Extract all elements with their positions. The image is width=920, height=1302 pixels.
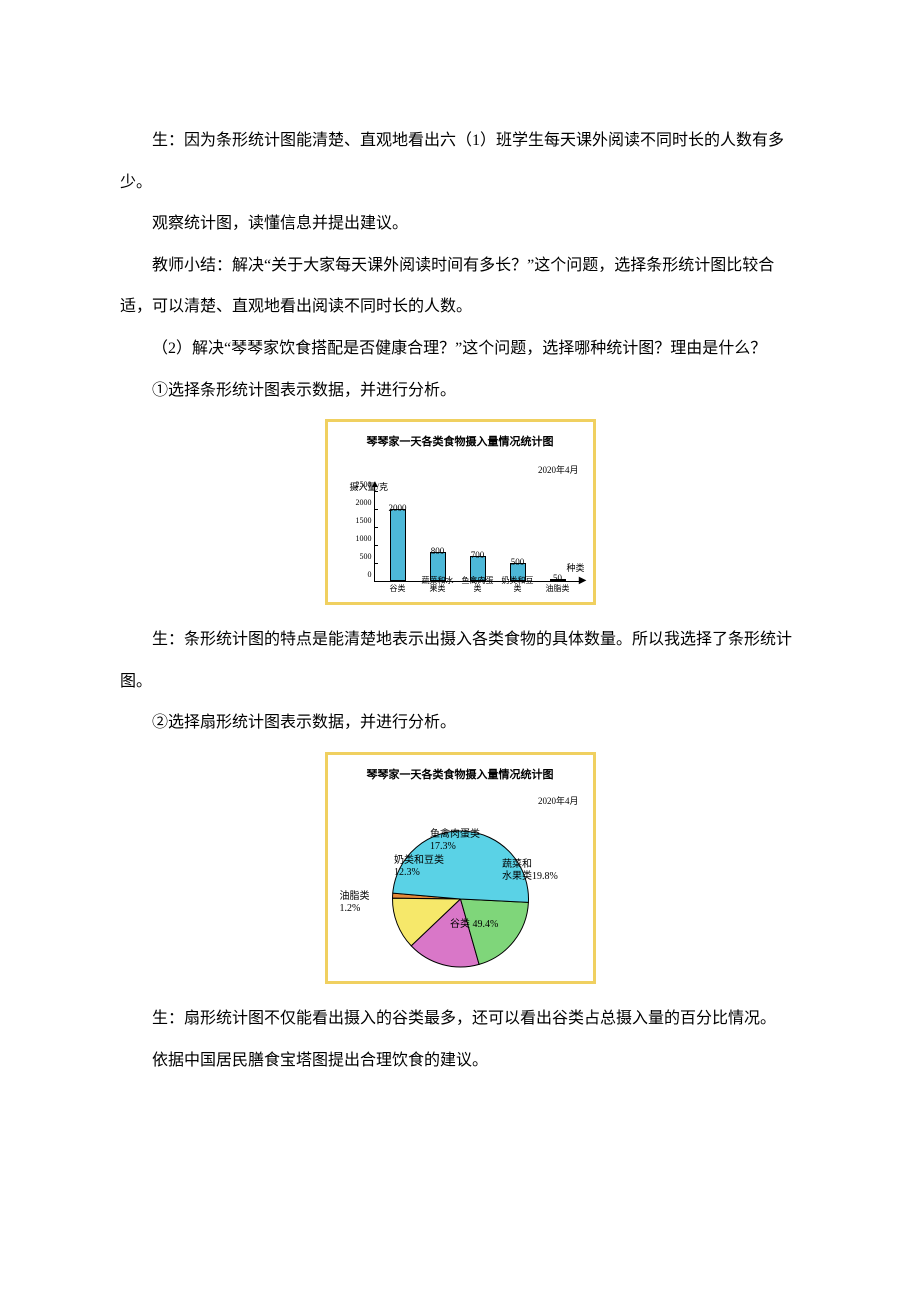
bar-value-label: 700 bbox=[464, 544, 492, 567]
bar-category-label: 鱼禽肉蛋类 bbox=[460, 577, 496, 595]
y-tick-label: 2500 bbox=[354, 475, 372, 496]
bar-chart-container: 琴琴家一天各类食物摄入量情况统计图 2020年4月 摄入量/克 ▲ ▶ 种类 0… bbox=[120, 419, 800, 605]
bar: 2000 bbox=[390, 509, 406, 581]
bar-category-label: 谷类 bbox=[380, 585, 416, 594]
bar-category-label: 油脂类 bbox=[540, 585, 576, 594]
paragraph: 依据中国居民膳食宝塔图提出合理饮食的建议。 bbox=[120, 1040, 800, 1082]
paragraph: 生：扇形统计图不仅能看出摄入的谷类最多，还可以看出谷类占总摄入量的百分比情况。 bbox=[120, 998, 800, 1040]
paragraph: ①选择条形统计图表示数据，并进行分析。 bbox=[120, 370, 800, 412]
bar-value-label: 500 bbox=[504, 551, 532, 574]
y-tick-label: 1000 bbox=[354, 529, 372, 550]
pie-chart-date: 2020年4月 bbox=[338, 790, 579, 813]
pie-chart-title: 琴琴家一天各类食物摄入量情况统计图 bbox=[338, 761, 583, 790]
y-tick-mark bbox=[374, 563, 378, 564]
bar-chart: 琴琴家一天各类食物摄入量情况统计图 2020年4月 摄入量/克 ▲ ▶ 种类 0… bbox=[325, 419, 596, 605]
y-tick-label: 2000 bbox=[354, 493, 372, 514]
pie-slice-label: 奶类和豆类12.3% bbox=[394, 855, 444, 879]
pie-chart-plot: 谷类 49.4% 蔬菜和水果类19.8% 鱼禽肉蛋类17.3%奶类和豆类12.3% 油… bbox=[338, 813, 583, 973]
y-tick-label: 1500 bbox=[354, 511, 372, 532]
bar-value-label: 2000 bbox=[384, 497, 412, 520]
y-tick-mark bbox=[374, 527, 378, 528]
paragraph: 观察统计图，读懂信息并提出建议。 bbox=[120, 203, 800, 245]
bar: 50 bbox=[550, 579, 566, 581]
bar-chart-title: 琴琴家一天各类食物摄入量情况统计图 bbox=[338, 428, 583, 457]
document-page: 生：因为条形统计图能清楚、直观地看出六（1）班学生每天课外阅读不同时长的人数有多… bbox=[0, 0, 920, 1141]
paragraph: （2）解决“琴琴家饮食搭配是否健康合理？”这个问题，选择哪种统计图？理由是什么？ bbox=[120, 328, 800, 370]
pie-slice-label: 油脂类1.2% bbox=[340, 891, 370, 915]
pie-slice-label: 谷类 49.4% bbox=[450, 919, 498, 931]
pie-chart-container: 琴琴家一天各类食物摄入量情况统计图 2020年4月 谷类 49.4% 蔬菜和水果类… bbox=[120, 752, 800, 984]
y-tick-label: 500 bbox=[354, 547, 372, 568]
pie-slice-label: 蔬菜和水果类19.8% bbox=[502, 859, 558, 883]
bar-chart-plot: 摄入量/克 ▲ ▶ 种类 050010001500200025002000谷类8… bbox=[356, 484, 583, 594]
y-tick-label: 0 bbox=[354, 565, 372, 586]
y-axis-line bbox=[374, 484, 376, 582]
pie-chart: 琴琴家一天各类食物摄入量情况统计图 2020年4月 谷类 49.4% 蔬菜和水果类… bbox=[325, 752, 596, 984]
bar-category-label: 奶类和豆类 bbox=[500, 577, 536, 595]
paragraph: 生：条形统计图的特点是能清楚地表示出摄入各类食物的具体数量。所以我选择了条形统计… bbox=[120, 619, 800, 702]
y-tick-mark bbox=[374, 509, 378, 510]
y-tick-mark bbox=[374, 491, 378, 492]
y-tick-mark bbox=[374, 581, 378, 582]
pie-slice-label: 鱼禽肉蛋类17.3% bbox=[430, 829, 480, 853]
paragraph: ②选择扇形统计图表示数据，并进行分析。 bbox=[120, 702, 800, 744]
bar-value-label: 800 bbox=[424, 540, 452, 563]
y-tick-mark bbox=[374, 545, 378, 546]
bar-category-label: 蔬菜和水果类 bbox=[420, 577, 456, 595]
paragraph: 生：因为条形统计图能清楚、直观地看出六（1）班学生每天课外阅读不同时长的人数有多… bbox=[120, 120, 800, 203]
paragraph: 教师小结：解决“关于大家每天课外阅读时间有多长？”这个问题，选择条形统计图比较合… bbox=[120, 245, 800, 328]
